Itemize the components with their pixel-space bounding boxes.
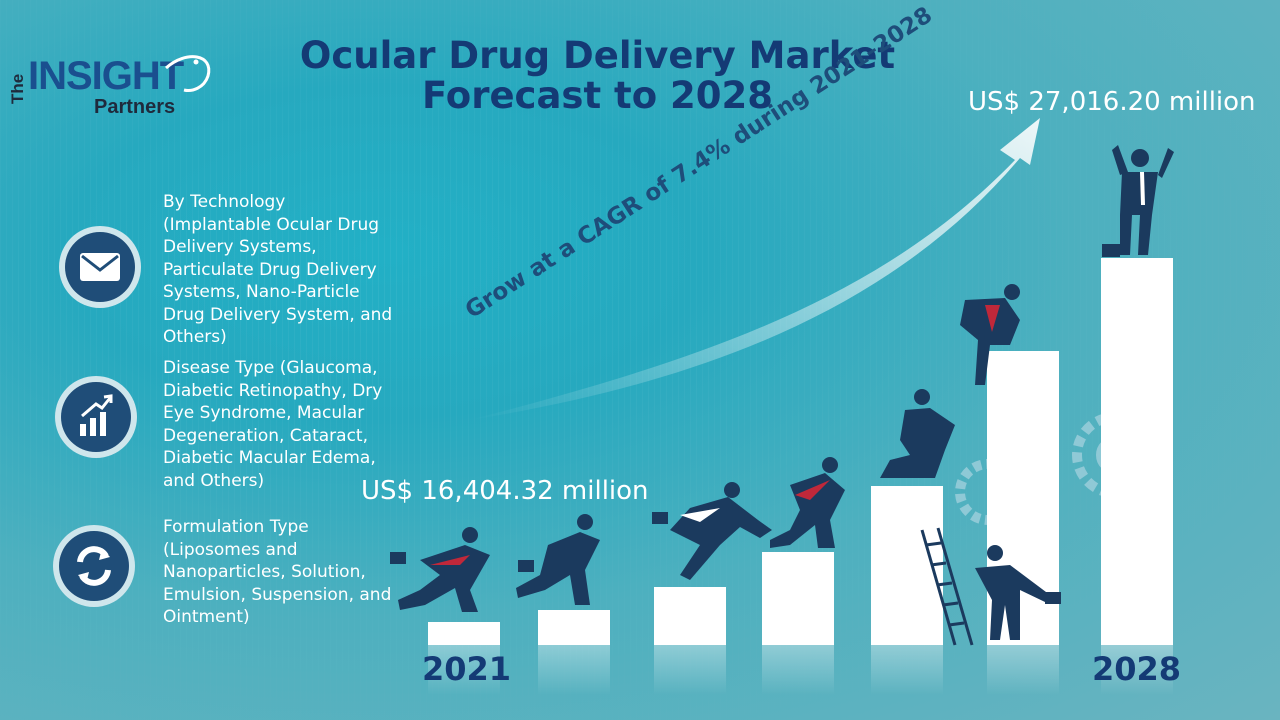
- end-year-label: 2028: [1092, 650, 1182, 688]
- bar-1: [428, 622, 500, 645]
- segment-technology-text: By Technology (Implantable Ocular Drug D…: [163, 192, 393, 347]
- business-people: [390, 145, 1174, 640]
- bar-reflection-3: [654, 645, 726, 695]
- envelope-icon: [80, 253, 120, 281]
- logo-insight: INSIGHT: [28, 54, 184, 98]
- ladder: [920, 527, 974, 646]
- bar-3: [654, 587, 726, 645]
- cycle-arrows-icon: [77, 546, 111, 586]
- brand-logo: The INSIGHT Partners: [6, 48, 216, 123]
- growth-chart-icon: [80, 394, 113, 436]
- bar-2: [538, 610, 610, 645]
- bar-reflection-1: [428, 645, 500, 695]
- bar-reflection-7: [1101, 645, 1173, 695]
- bar-7: [1101, 258, 1173, 645]
- bar-reflection-5: [871, 645, 943, 695]
- bar-4: [762, 552, 834, 645]
- bar-reflection-4: [762, 645, 834, 695]
- segment-2-badge: [55, 376, 137, 458]
- logo-partners: Partners: [94, 96, 176, 118]
- start-value-label: US$ 16,404.32 million: [361, 476, 649, 506]
- segment-formulation-text: Formulation Type (Liposomes and Nanopart…: [163, 517, 392, 627]
- logo-swoosh-icon: [164, 55, 211, 92]
- bar-reflection-6: [987, 645, 1059, 695]
- bar-reflection-2: [538, 645, 610, 695]
- start-year-label: 2021: [422, 650, 512, 688]
- segment-3-badge: [53, 525, 135, 607]
- end-value-label: US$ 27,016.20 million: [968, 87, 1256, 117]
- segment-1-badge: [59, 226, 141, 308]
- segment-disease-text: Disease Type (Glaucoma, Diabetic Retinop…: [163, 358, 383, 491]
- page-title: Ocular Drug Delivery Market Forecast to …: [299, 34, 896, 117]
